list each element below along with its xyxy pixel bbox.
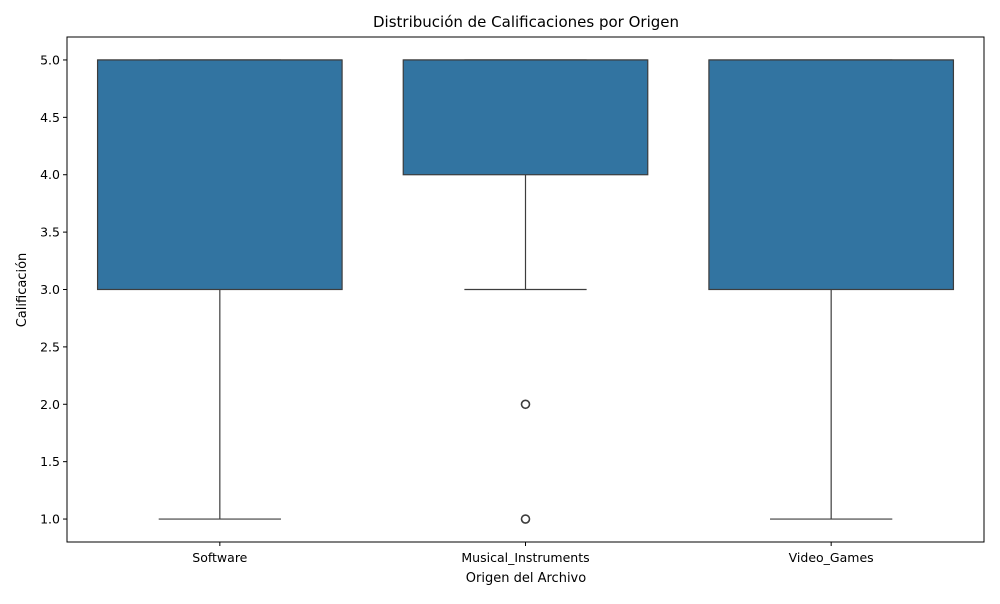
box-group-0 — [96, 59, 343, 520]
box-group-2 — [708, 59, 955, 520]
x-axis-label: Origen del Archivo — [466, 571, 586, 586]
outlier-point-1-0 — [520, 514, 531, 524]
x-tick-label-2: Video_Games — [789, 550, 874, 565]
y-tick-label-2: 2.0 — [40, 397, 60, 412]
boxes-layer — [96, 59, 955, 524]
box-group-1 — [402, 59, 649, 524]
x-tick-label-0: Software — [192, 550, 247, 565]
box-2 — [708, 59, 955, 291]
y-tick-label-7: 4.5 — [40, 110, 60, 125]
y-tick-label-4: 3.0 — [40, 282, 60, 297]
outlier-point-1-1 — [520, 399, 531, 410]
y-tick-label-5: 3.5 — [40, 225, 60, 240]
box-1 — [402, 59, 649, 176]
y-axis: 1.0 1.5 2.0 2.5 3.0 3.5 4.0 4.5 5.0 — [40, 52, 67, 527]
box-0 — [96, 59, 343, 291]
y-tick-label-0: 1.0 — [40, 512, 60, 527]
y-tick-label-6: 4.0 — [40, 167, 60, 182]
y-axis-label: Calificación — [15, 253, 30, 328]
y-tick-label-1: 1.5 — [40, 454, 60, 469]
x-axis: Software Musical_Instruments Video_Games — [192, 542, 874, 565]
chart-title: Distribución de Calificaciones por Orige… — [373, 13, 679, 31]
y-tick-label-3: 2.5 — [40, 339, 60, 354]
x-tick-label-1: Musical_Instruments — [461, 550, 589, 565]
y-tick-label-8: 5.0 — [40, 52, 60, 67]
